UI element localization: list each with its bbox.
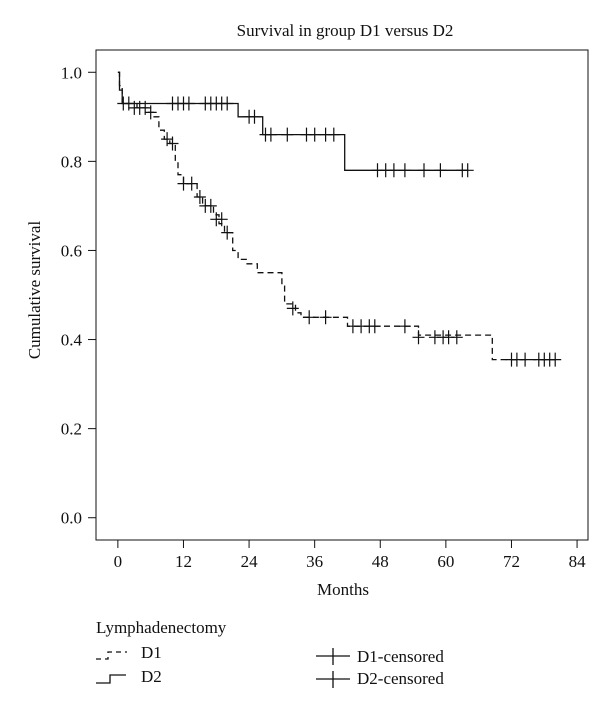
d1-censored-marker	[412, 330, 425, 345]
y-axis-label: Cumulative survival	[25, 221, 44, 360]
d1-censored-marker	[286, 301, 299, 316]
plot-series	[117, 71, 562, 367]
d1-censored-marker	[519, 352, 532, 367]
d2-censored-marker	[264, 127, 277, 142]
d2-censored-marker	[182, 96, 195, 111]
d2-survival-line	[117, 71, 468, 171]
y-tick-label: 1.0	[61, 63, 82, 82]
plot-frame	[95, 49, 589, 541]
d2-censored-marker	[281, 127, 294, 142]
y-axis: 0.0 0.2 0.4 0.6 0.8 1.0	[61, 63, 96, 528]
d1-censored-marker	[193, 190, 206, 204]
d2-censored-marker	[248, 109, 261, 124]
d2-censored-marker	[398, 163, 411, 178]
d1-censored-marker	[221, 225, 234, 240]
x-axis-label: Months	[317, 580, 369, 599]
chart-title: Survival in group D1 versus D2	[237, 21, 454, 40]
d1-censored-marker	[215, 212, 228, 227]
d1-censored-marker	[319, 310, 332, 325]
x-tick-label: 48	[372, 552, 389, 571]
x-tick-label: 36	[306, 552, 323, 571]
d2-censored-marker	[327, 127, 340, 142]
d2-censored-marker	[418, 163, 430, 178]
d1-censored-marker	[398, 319, 411, 334]
legend-title: Lymphadenectomy	[96, 618, 227, 637]
legend: Lymphadenectomy D1 D2 D1-censored D2-cen…	[96, 618, 444, 688]
legend-d1-censored-label: D1-censored	[357, 647, 444, 666]
d1-censored-marker	[204, 198, 217, 213]
d1-censored-marker	[549, 352, 562, 367]
d1-censored-marker	[303, 310, 316, 325]
d1-survival-line	[117, 71, 556, 361]
x-axis: 0 12 24 36 48 60 72 84	[114, 540, 586, 571]
d1-censored-marker	[185, 176, 198, 191]
y-tick-label: 0.0	[61, 509, 82, 528]
x-tick-label: 24	[241, 552, 259, 571]
legend-d1-label: D1	[141, 643, 162, 662]
d2-censored-marker	[221, 96, 234, 111]
x-tick-label: 60	[437, 552, 454, 571]
x-tick-label: 72	[503, 552, 520, 571]
legend-d2-swatch	[96, 674, 126, 684]
legend-d2-censored-label: D2-censored	[357, 669, 444, 688]
x-tick-label: 12	[175, 552, 192, 571]
d2-censored-marker	[387, 163, 400, 178]
legend-d2-censored-marker	[316, 671, 350, 688]
y-tick-label: 0.6	[61, 241, 82, 260]
x-tick-label: 0	[114, 552, 123, 571]
d2-censored-marker	[461, 163, 474, 178]
y-tick-label: 0.4	[61, 331, 83, 350]
y-tick-label: 0.2	[61, 420, 82, 439]
legend-d2-label: D2	[141, 667, 162, 686]
y-tick-label: 0.8	[61, 152, 82, 171]
d1-censored-marker	[144, 105, 157, 120]
d2-censored-marker	[308, 127, 321, 142]
d1-censored-marker	[450, 330, 463, 345]
x-tick-label: 84	[569, 552, 587, 571]
legend-d1-swatch	[96, 651, 127, 660]
d1-censored-marker	[166, 136, 179, 151]
d2-censored-marker	[434, 163, 447, 178]
d1-censored-marker	[368, 319, 381, 334]
legend-d1-censored-marker	[316, 648, 350, 665]
